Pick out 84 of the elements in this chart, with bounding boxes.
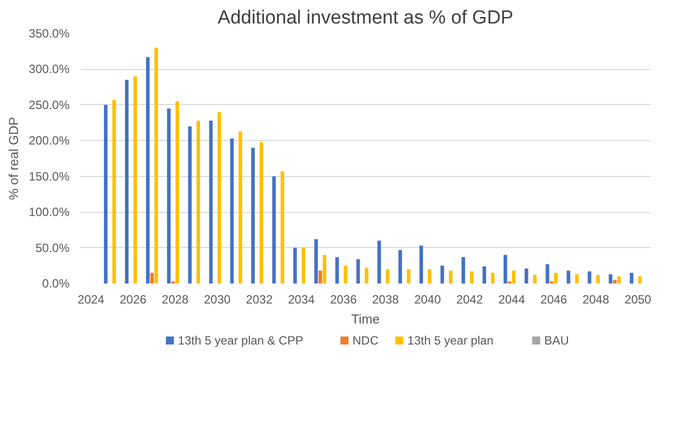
- y-tick-label: 0.0%: [42, 276, 70, 290]
- bar: [133, 76, 137, 284]
- bar: [638, 276, 642, 284]
- bar: [554, 272, 558, 284]
- bar: [608, 274, 612, 284]
- x-axis-title: Time: [351, 312, 380, 326]
- bar: [238, 131, 242, 284]
- bar: [209, 120, 213, 284]
- y-tick-label: 300.0%: [28, 62, 70, 76]
- x-tick-label: 2036: [330, 292, 358, 306]
- y-tick-label: 150.0%: [28, 169, 70, 184]
- bar: [566, 270, 570, 284]
- bar: [293, 248, 297, 284]
- bar: [318, 270, 322, 284]
- bar: [272, 176, 276, 284]
- bar: [398, 250, 402, 284]
- bar: [124, 80, 129, 284]
- bar: [575, 274, 579, 284]
- bar: [251, 148, 255, 284]
- bar: [146, 57, 150, 284]
- bar: [386, 269, 390, 284]
- bar: [150, 272, 154, 284]
- x-tick-label: 2032: [246, 292, 273, 306]
- bar: [230, 138, 234, 284]
- bar: [302, 248, 306, 284]
- bar: [588, 271, 592, 284]
- x-tick-label: 2024: [78, 292, 105, 306]
- legend-label: 13th 5 year plan & CPP: [178, 334, 304, 348]
- bar: [448, 270, 452, 284]
- bar: [533, 274, 537, 284]
- bar: [490, 272, 495, 284]
- y-tick-label: 50.0%: [35, 240, 70, 255]
- bar: [630, 272, 634, 284]
- y-tick-label: 100.0%: [28, 205, 70, 220]
- bar: [512, 270, 516, 284]
- bar: [104, 104, 108, 284]
- x-tick-label: 2046: [540, 292, 568, 306]
- bar: [440, 266, 444, 284]
- bar: [504, 254, 508, 284]
- x-tick-label: 2038: [372, 292, 400, 306]
- y-tick-label: 250.0%: [28, 98, 70, 112]
- y-axis-title: % of real GDP: [6, 116, 21, 200]
- x-tick-label: 2050: [624, 292, 652, 306]
- bar: [617, 276, 621, 284]
- x-tick-label: 2026: [120, 292, 147, 306]
- bar: [314, 239, 318, 284]
- chart-title: Additional investment as % of GDP: [218, 8, 514, 28]
- bar: [196, 120, 200, 284]
- bar: [546, 264, 550, 284]
- y-tick-label: 200.0%: [28, 134, 70, 148]
- bar: [167, 108, 171, 284]
- bar: [154, 48, 158, 284]
- x-tick-label: 2030: [204, 292, 231, 306]
- bar: [612, 280, 617, 284]
- legend-label: BAU: [544, 334, 569, 348]
- x-tick-label: 2028: [162, 292, 189, 306]
- bar: [260, 142, 264, 284]
- bar: [356, 259, 360, 284]
- x-tick-label: 2034: [288, 292, 316, 306]
- bar: [335, 257, 339, 284]
- bar: [482, 266, 486, 284]
- bar: [364, 268, 368, 284]
- bar: [322, 254, 326, 284]
- bar: [596, 274, 600, 284]
- x-tick-label: 2042: [456, 292, 484, 306]
- bar: [419, 246, 424, 284]
- bar: [470, 271, 474, 284]
- bar: [218, 112, 222, 284]
- bar: [406, 269, 410, 284]
- legend-label: 13th 5 year plan: [407, 334, 494, 348]
- legend-label: NDC: [352, 334, 379, 348]
- x-tick-label: 2040: [414, 292, 442, 306]
- bar: [112, 100, 116, 284]
- bar: [175, 101, 180, 284]
- bar: [524, 268, 528, 284]
- y-tick-label: 350.0%: [28, 26, 70, 40]
- x-tick-label: 2044: [498, 292, 526, 306]
- bar: [188, 126, 192, 284]
- x-tick-label: 2048: [582, 292, 610, 306]
- bar: [344, 266, 348, 284]
- bar: [428, 269, 432, 284]
- bar: [280, 171, 284, 284]
- bar: [377, 240, 381, 284]
- bar: [462, 257, 466, 284]
